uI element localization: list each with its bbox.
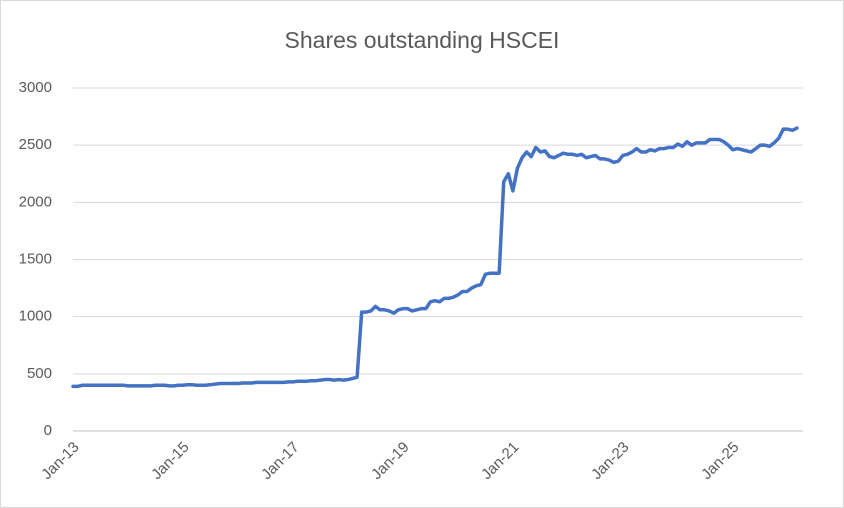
y-tick-label: 2500: [19, 136, 52, 153]
data-line: [71, 126, 799, 389]
y-tick-label: 3000: [19, 79, 52, 96]
y-tick-label: 0: [44, 422, 52, 439]
y-tick-label: 500: [27, 365, 52, 382]
chart-title: Shares outstanding HSCEI: [285, 27, 560, 53]
y-tick-label: 1500: [19, 250, 52, 267]
y-tick-label: 2000: [19, 193, 52, 210]
y-tick-label: 1000: [19, 308, 52, 325]
